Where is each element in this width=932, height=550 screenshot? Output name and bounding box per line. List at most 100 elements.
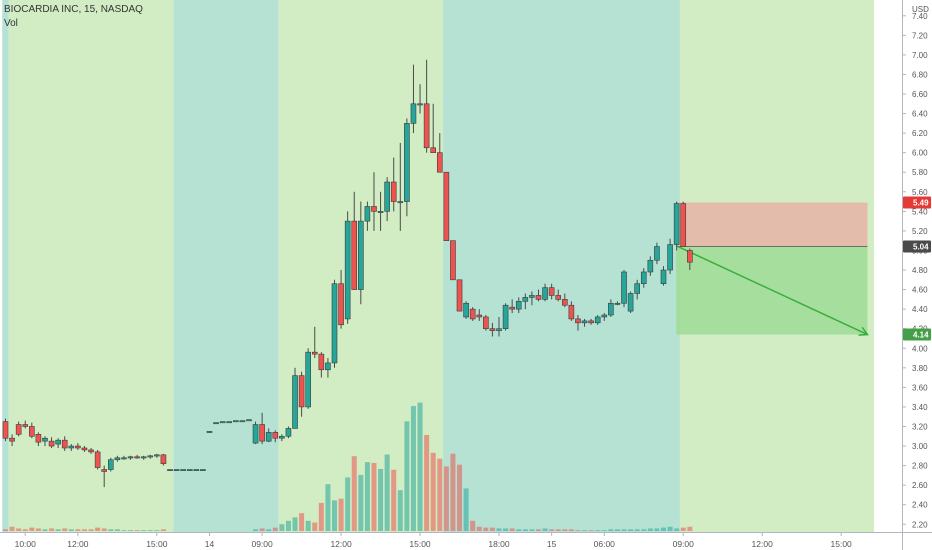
x-tick-label: 12:00 [330,539,352,549]
candle-body [29,426,35,437]
candle [338,270,344,329]
x-tick-label: 14 [205,539,215,549]
y-tick-label: 2.60 [912,481,928,490]
time-axis-panel [0,532,932,550]
volume-bar [410,406,416,531]
y-tick-label: 3.80 [912,364,928,373]
candle [601,313,608,321]
candle-body [325,362,331,371]
candle-body [134,456,140,459]
volume-bar [496,528,502,531]
candle [608,299,614,317]
volume-bar [266,529,272,531]
candle-body [436,152,443,173]
volume-bar [259,528,265,531]
candle [502,303,509,331]
candle-body [285,428,292,437]
volume-bar [404,421,410,531]
volume-bar [62,528,68,531]
volume-bar [641,529,647,531]
volume-bar [608,529,614,531]
candle-body [121,457,127,460]
stop-loss-zone [676,202,868,247]
candle-body [107,459,114,470]
candle [160,453,167,466]
volume-bar [272,527,278,531]
candle [15,421,22,437]
volume-bar [437,458,443,531]
candle-body [22,424,29,427]
candle [621,270,627,308]
candle [140,455,147,460]
y-tick-label: 4.60 [912,286,928,295]
candle-body [15,424,22,435]
candle [627,291,634,314]
candle [246,419,252,422]
volume-bar [542,528,548,531]
candle [298,371,305,417]
volume-bar [601,530,607,531]
candle [351,191,358,290]
candle [483,315,489,331]
candle [489,322,496,337]
volume-bar [555,529,561,531]
volume-bar [95,527,101,531]
candle-body [627,293,634,312]
candle [377,191,384,231]
y-tick-label: 7.40 [912,12,928,21]
volume-bar [397,490,403,531]
volume-bar [345,477,351,531]
candle [548,283,555,300]
candle [430,103,437,153]
candle [226,421,233,424]
volume-bar [661,527,666,531]
candle [647,256,654,276]
candle-body [61,439,68,449]
candle [305,348,311,409]
candle [680,201,687,247]
candle-body [298,375,305,408]
candle-body [127,456,134,459]
y-tick-label: 7.00 [912,51,928,60]
time-axis-ticks: 10:00 12:00 15:00 14 09:00 12:00 15:00 18:00 15 0… [15,532,852,549]
candle-body [180,469,186,472]
candle-body [48,440,55,447]
volume-bar [16,528,22,531]
candle-body [160,454,167,464]
volume-bar [470,520,476,531]
candle-body [469,308,476,320]
candle [509,299,515,314]
candle [318,352,325,378]
candle-body [667,244,673,271]
volume-bar [522,529,528,531]
candle-body [456,279,463,312]
session-band-extended [443,0,680,532]
candle-body [101,469,107,472]
volume-bar [55,529,61,531]
candle [555,289,562,302]
candle-body [173,469,180,472]
candle [535,289,542,302]
candle [259,412,265,445]
volume-bar [332,500,337,531]
candle-body [338,283,344,326]
candle [61,436,68,451]
candle-body [213,422,219,425]
x-tick-label: 12:00 [67,539,89,549]
candle [233,420,239,423]
y-tick-label: 6.80 [912,70,928,79]
candle-body [226,421,233,424]
candle [660,266,667,286]
y-tick-label: 2.80 [912,462,928,471]
candle [581,318,588,327]
y-tick-label: 3.20 [912,422,928,431]
candle-body [410,103,417,124]
candle [463,301,469,319]
candle-body [588,320,594,324]
candle [371,172,377,231]
price-label-entry [903,240,931,253]
y-tick-label: 4.40 [912,305,928,314]
volume-bar [9,526,15,531]
